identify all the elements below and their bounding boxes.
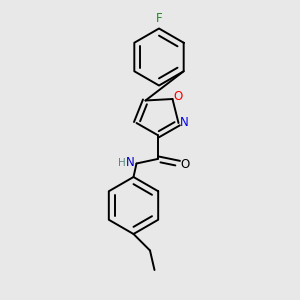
Text: N: N [125,156,134,170]
Text: F: F [156,12,162,25]
Text: H: H [118,158,125,168]
Text: N: N [180,116,189,130]
Text: O: O [180,158,189,172]
Text: O: O [173,90,182,103]
